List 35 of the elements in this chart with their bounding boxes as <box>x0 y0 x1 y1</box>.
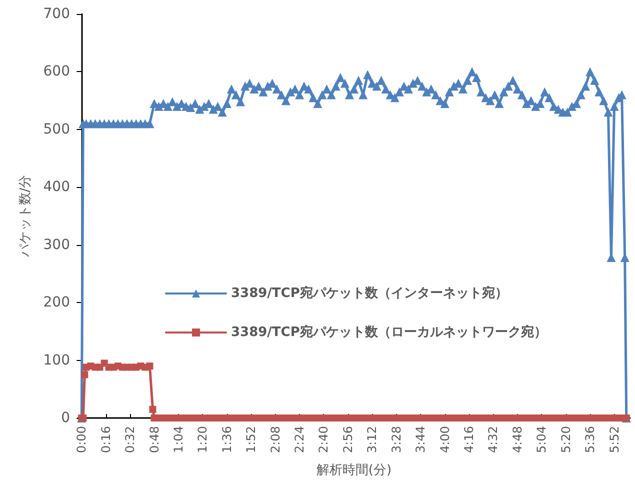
x-tick-label: 2:56 <box>340 426 355 453</box>
x-tick-label: 0:32 <box>123 426 138 453</box>
x-tick-label: 2:08 <box>268 426 282 453</box>
x-tick-label: 2:24 <box>292 426 307 453</box>
x-tick-label: 4:16 <box>462 426 476 453</box>
x-tick-label: 4:48 <box>510 426 524 453</box>
x-tick-label: 3:44 <box>414 426 428 453</box>
x-tick-label: 0:16 <box>98 426 113 453</box>
x-tick-label: 3:28 <box>389 426 404 453</box>
y-tick-label: 100 <box>43 352 70 368</box>
x-tick-label: 1:52 <box>244 426 258 453</box>
y-tick-label: 600 <box>43 64 70 80</box>
y-tick-label: 400 <box>43 179 70 196</box>
legend-label: 3389/TCP宛パケット数（ローカルネットワーク宛） <box>231 324 547 340</box>
y-tick-label: 700 <box>43 6 70 22</box>
x-tick-label: 1:20 <box>196 426 210 453</box>
legend-label: 3389/TCP宛パケット数（インターネット宛） <box>231 285 508 301</box>
x-tick-label: 5:52 <box>607 426 622 453</box>
y-tick-label: 0 <box>61 410 70 426</box>
x-tick-label: 1:36 <box>220 426 234 453</box>
x-tick-label: 5:36 <box>583 426 598 453</box>
y-axis-title: パケット数/分 <box>18 174 33 258</box>
x-tick-label: 0:48 <box>147 426 162 453</box>
y-tick-label: 200 <box>43 294 70 311</box>
x-tick-label: 2:40 <box>316 426 331 453</box>
x-tick-label: 4:32 <box>486 426 500 453</box>
x-tick-label: 5:04 <box>534 426 549 453</box>
y-tick-label: 300 <box>43 236 70 253</box>
x-tick-label: 3:12 <box>365 426 380 453</box>
x-axis-title: 解析時間(分) <box>316 463 392 478</box>
x-tick-label: 4:00 <box>438 426 452 453</box>
x-tick-label: 1:04 <box>171 426 186 453</box>
x-tick-label: 5:20 <box>558 426 573 453</box>
y-tick-label: 500 <box>43 121 70 138</box>
x-tick-label: 0:00 <box>74 426 89 453</box>
